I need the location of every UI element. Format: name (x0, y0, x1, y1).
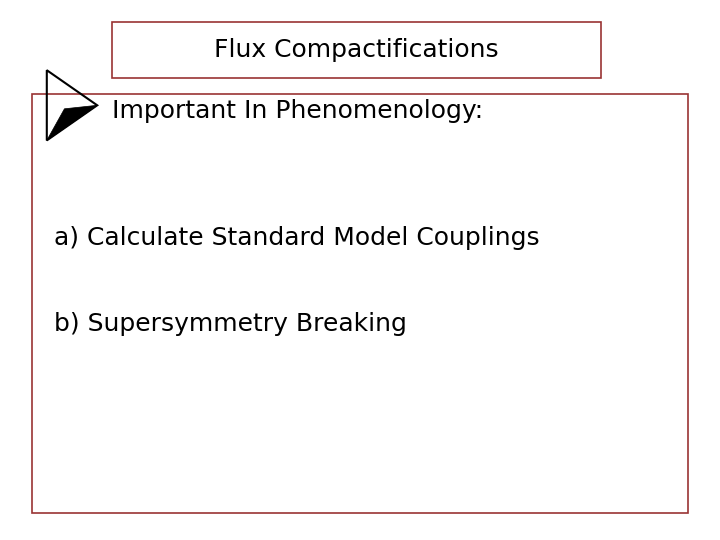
Polygon shape (47, 105, 97, 140)
Text: Flux Compactifications: Flux Compactifications (214, 38, 499, 62)
FancyBboxPatch shape (112, 22, 601, 78)
Text: Important In Phenomenology:: Important In Phenomenology: (112, 99, 482, 123)
Text: a) Calculate Standard Model Couplings: a) Calculate Standard Model Couplings (54, 226, 539, 249)
Text: b) Supersymmetry Breaking: b) Supersymmetry Breaking (54, 312, 407, 336)
FancyBboxPatch shape (32, 94, 688, 513)
